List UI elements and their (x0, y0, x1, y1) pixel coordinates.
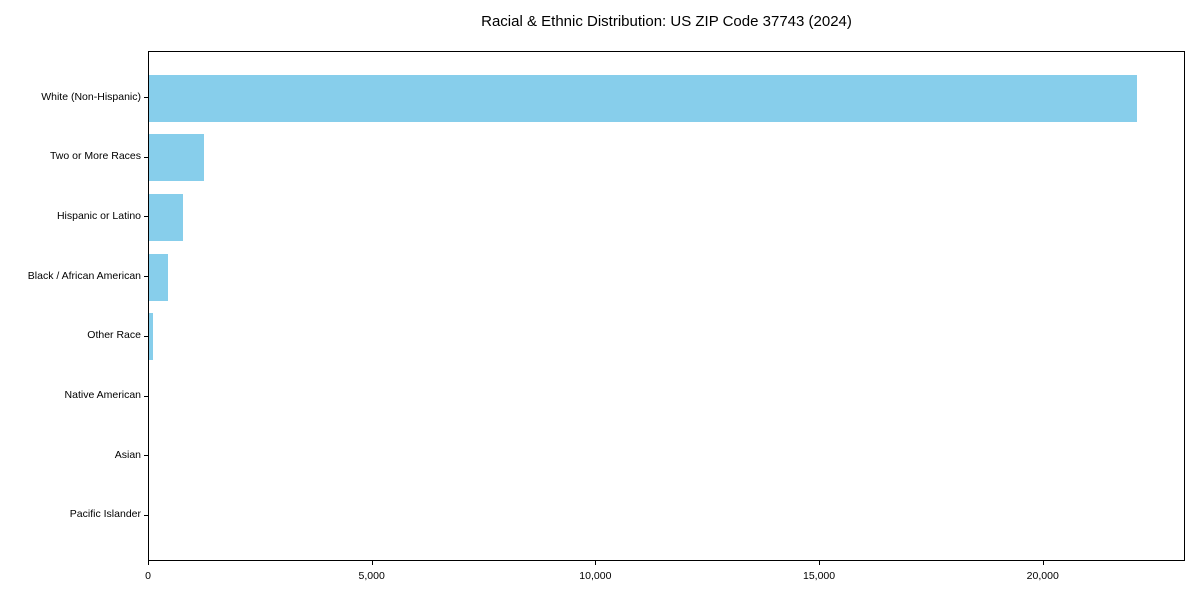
bar-black-african-american (149, 253, 169, 301)
y-tick-mark (144, 514, 148, 516)
y-tick-mark (144, 455, 148, 457)
y-tick-label-asian: Asian (114, 448, 141, 461)
x-tick-label-15000: 15,000 (802, 570, 836, 582)
bar-other-race (149, 313, 153, 361)
y-tick-mark (144, 216, 148, 218)
y-tick-mark (144, 276, 148, 278)
x-tick-label-10000: 10,000 (579, 570, 612, 582)
x-tick-label-5000: 5,000 (358, 570, 385, 582)
bar-hispanic-or-latino (149, 193, 184, 241)
y-tick-label-native-american: Native American (64, 389, 141, 401)
y-tick-label-black-african-american: Black / African American (27, 269, 141, 282)
bar-white-non-hispanic (149, 74, 1138, 122)
x-tick-mark (819, 561, 821, 565)
x-tick-mark (371, 561, 373, 565)
x-tick-mark (148, 561, 149, 565)
y-tick-label-other-race: Other Race (87, 329, 141, 342)
y-tick-mark (144, 335, 148, 337)
y-tick-label-two-or-more-races: Two or More Races (49, 150, 141, 163)
y-tick-mark (144, 156, 148, 158)
x-tick-mark (1042, 561, 1044, 565)
x-tick-mark (595, 561, 597, 565)
bar-two-or-more-races (149, 134, 205, 182)
y-tick-mark (144, 395, 148, 397)
x-tick-label-0: 0 (145, 570, 151, 582)
y-tick-label-white-non-hispanic: White (Non-Hispanic) (41, 90, 141, 103)
y-tick-mark (144, 97, 148, 98)
x-tick-label-20000: 20,000 (1026, 570, 1059, 582)
plot-area (148, 51, 1185, 561)
chart-title: Racial & Ethnic Distribution: US ZIP Cod… (481, 13, 852, 30)
y-tick-label-pacific-islander: Pacific Islander (69, 508, 141, 521)
y-tick-label-hispanic-or-latino: Hispanic or Latino (56, 209, 141, 222)
